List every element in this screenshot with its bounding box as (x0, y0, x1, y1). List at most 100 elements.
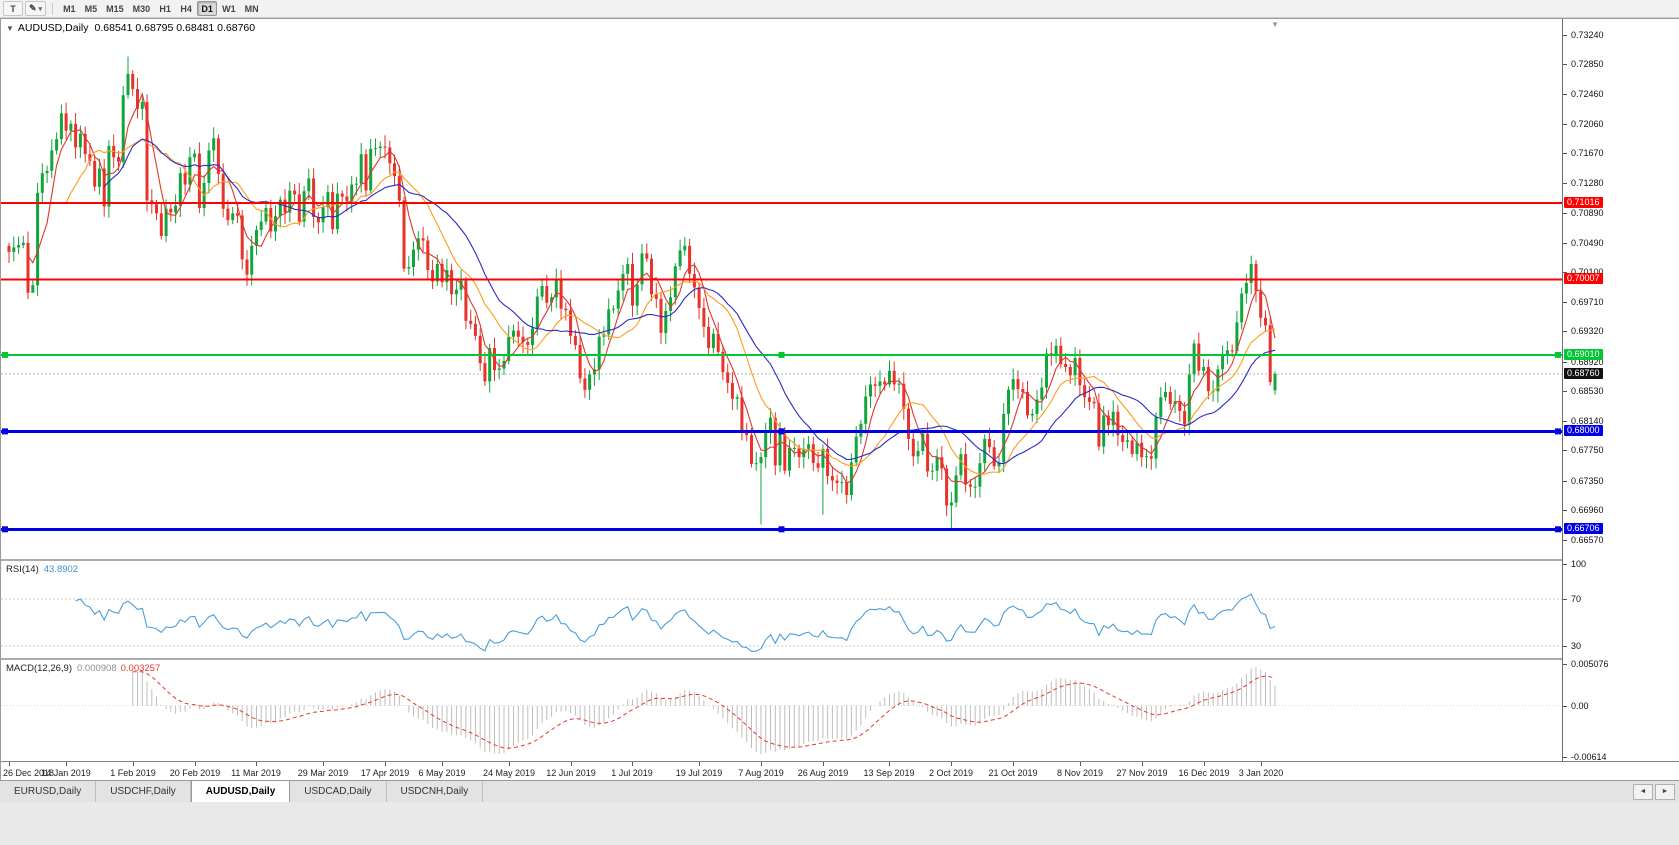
chart-tab-usdcad-daily[interactable]: USDCAD,Daily (290, 781, 387, 802)
chart-tab-audusd-daily[interactable]: AUDUSD,Daily (190, 781, 291, 802)
chart-header: ▼ AUDUSD,Daily 0.68541 0.68795 0.68481 0.6… (6, 22, 255, 34)
macd-name: MACD(12,26,9) (6, 663, 72, 674)
time-axis-tick (133, 762, 134, 766)
hline-handle (2, 526, 8, 533)
price-axis-label: 0.68140 (1571, 416, 1604, 426)
price-axis-label: 0.68920 (1571, 357, 1604, 367)
axis-tick-mark (1563, 706, 1567, 707)
price-axis-label: 0.71670 (1571, 148, 1604, 158)
time-axis-tick (385, 762, 386, 766)
chart-symbol-label: AUDUSD,Daily (17, 22, 89, 34)
time-axis-label: 1 Jul 2019 (611, 768, 653, 778)
hline-handle (778, 351, 785, 358)
time-axis[interactable]: 26 Dec 2018 14 Jan 2019 1 Feb 2019 20 Feb 2… (1, 761, 1679, 781)
timeframe-button-m30[interactable]: M30 (129, 1, 155, 16)
hline-handle (778, 526, 785, 533)
macd-axis-label: 0.005076 (1571, 659, 1609, 669)
horizontal-lines[interactable] (1, 202, 1562, 533)
ma-line-21 (103, 138, 1276, 465)
time-axis-label: 8 Nov 2019 (1056, 768, 1104, 778)
chart-shift-marker-icon: ▼ (1271, 20, 1279, 29)
time-axis-tick (699, 762, 700, 766)
price-axis-label: 0.70890 (1571, 208, 1604, 218)
pane-separator[interactable] (1, 559, 1679, 561)
timeframe-button-h4[interactable]: H4 (176, 1, 196, 16)
tabs-scroll-right-button[interactable]: ► (1655, 783, 1675, 800)
price-axis-label: 0.71280 (1571, 178, 1604, 188)
axis-tick-mark (1563, 481, 1567, 482)
macd-signal-line (132, 671, 1276, 749)
time-axis-label: 16 Dec 2019 (1178, 768, 1230, 778)
axis-tick-mark (1563, 35, 1567, 36)
time-axis-label: 26 Aug 2019 (797, 768, 849, 778)
time-axis-tick (761, 762, 762, 766)
pane-separator[interactable] (1, 658, 1679, 660)
time-axis-tick (323, 762, 324, 766)
draw-tool-button[interactable]: ✎ ▾ (25, 1, 47, 16)
rsi-name: RSI(14) (6, 564, 39, 575)
price-chart-pane[interactable] (1, 19, 1562, 559)
hline-handle (2, 428, 8, 435)
time-axis-label: 2 Oct 2019 (928, 768, 974, 778)
chart-ohlc-values: 0.68541 0.68795 0.68481 0.68760 (94, 22, 256, 34)
time-axis-label: 14 Jan 2019 (41, 768, 91, 778)
chart-tab-usdcnh-daily[interactable]: USDCNH,Daily (386, 781, 484, 802)
axis-tick-mark (1563, 540, 1567, 541)
tab-scroll-buttons: ◄ ► (1633, 781, 1679, 802)
time-axis-tick (1261, 762, 1262, 766)
price-axis-label: 0.72460 (1571, 89, 1604, 99)
hline-handle (2, 351, 8, 358)
price-axis[interactable]: 0.73240 0.72850 0.72460 0.72060 0.71670 0.712… (1563, 19, 1679, 761)
timeframe-button-m15[interactable]: M15 (102, 1, 128, 16)
hline-handle (1555, 526, 1561, 533)
time-axis-tick (1204, 762, 1205, 766)
chart-tab-usdchf-daily[interactable]: USDCHF,Daily (96, 781, 191, 802)
axis-tick-mark (1563, 646, 1567, 647)
axis-tick-mark (1563, 510, 1567, 511)
macd-main-value: 0.000908 (77, 663, 117, 674)
chart-tab-eurusd-daily[interactable]: EURUSD,Daily (0, 781, 97, 802)
rsi-axis-label: 100 (1571, 559, 1587, 569)
price-axis-label: 0.70100 (1571, 267, 1604, 277)
macd-signal-value: 0.003257 (120, 663, 161, 674)
timeframe-button-h1[interactable]: H1 (155, 1, 175, 16)
timeframe-button-m1[interactable]: M1 (59, 1, 80, 16)
chart-window: 0.73240 0.72850 0.72460 0.72060 0.71670 0.712… (0, 18, 1679, 781)
hline-handle (778, 428, 785, 435)
timeframe-button-d1[interactable]: D1 (197, 1, 218, 16)
timeframe-button-w1[interactable]: W1 (218, 1, 240, 16)
macd-pane[interactable] (1, 660, 1562, 761)
time-axis-label: 12 Jun 2019 (546, 768, 596, 778)
time-axis-tick (951, 762, 952, 766)
one-click-trading-icon[interactable]: ▼ (6, 24, 14, 33)
bid-price-badge: 0.68760 (1564, 368, 1603, 379)
timeframe-button-m5[interactable]: M5 (81, 1, 102, 16)
timeframe-button-mn[interactable]: MN (241, 1, 263, 16)
chart-tabs-bar: EURUSD,Daily USDCHF,Daily AUDUSD,Daily USDC… (0, 780, 1679, 802)
hline-price-badge: 0.70007 (1564, 273, 1603, 284)
tabs-scroll-left-button[interactable]: ◄ (1633, 783, 1653, 800)
axis-tick-mark (1563, 391, 1567, 392)
time-axis-label: 21 Oct 2019 (988, 768, 1038, 778)
rsi-pane[interactable] (1, 561, 1562, 658)
hline-price-badge: 0.71016 (1564, 197, 1603, 208)
chevron-down-icon: ▾ (38, 5, 43, 13)
axis-tick-mark (1563, 664, 1567, 665)
time-axis-tick (823, 762, 824, 766)
time-axis-tick (509, 762, 510, 766)
ma-line-13 (65, 138, 1276, 475)
axis-tick-mark (1563, 124, 1567, 125)
text-tool-button[interactable]: T (3, 1, 23, 16)
price-axis-border (1562, 19, 1563, 761)
pencil-icon: ✎ (29, 3, 37, 13)
macd-axis-label: 0.00 (1571, 701, 1589, 711)
axis-tick-mark (1563, 243, 1567, 244)
axis-tick-mark (1563, 564, 1567, 565)
axis-tick-mark (1563, 757, 1567, 758)
time-axis-label: 6 May 2019 (418, 768, 466, 778)
time-axis-label: 27 Nov 2019 (1116, 768, 1168, 778)
toolbar: T ✎ ▾ M1 M5 M15 M30 H1 H4 D1 W1 MN (0, 0, 1679, 18)
axis-tick-mark (1563, 94, 1567, 95)
rsi-indicator-label: RSI(14) 43.8902 (6, 564, 78, 575)
price-axis-label: 0.69710 (1571, 297, 1604, 307)
